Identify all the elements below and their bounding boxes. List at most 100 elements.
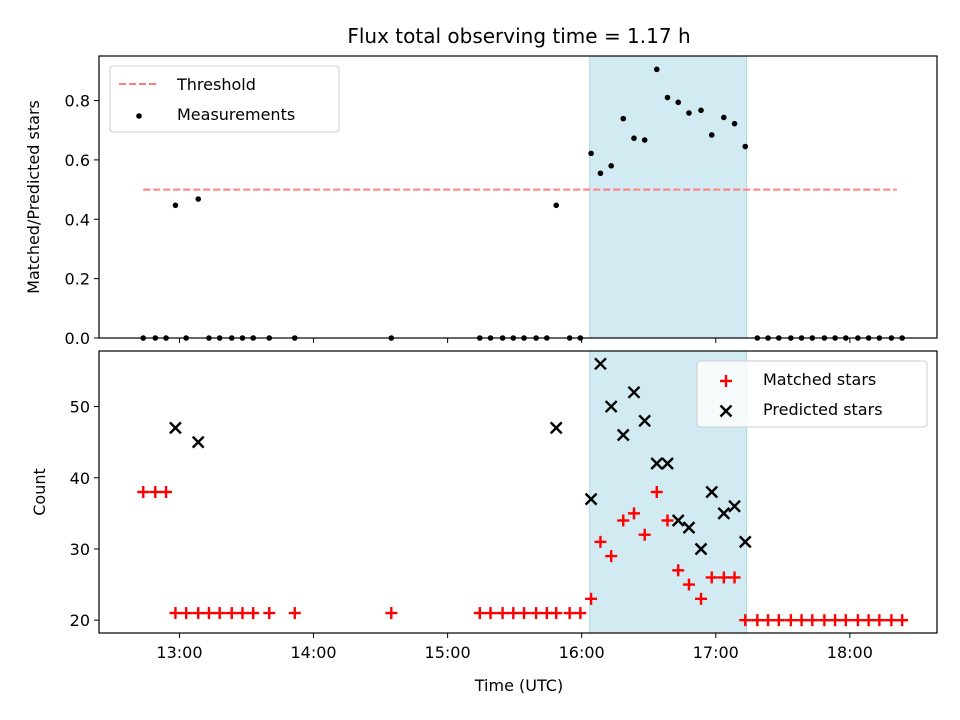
- measurement-point: [553, 202, 560, 209]
- matched-star-point: [149, 486, 162, 498]
- predicted-star-point: [728, 499, 741, 513]
- bottom-marks-layer: [137, 357, 909, 627]
- measurement-point: [708, 132, 715, 138]
- matched-star-point: [762, 614, 775, 627]
- predicted-star-point: [584, 492, 598, 506]
- measurement-point: [675, 99, 682, 106]
- matched-star-point: [180, 607, 193, 620]
- predicted-star-point: [717, 507, 731, 520]
- top-y-tick-label: 0.8: [65, 92, 90, 111]
- measurement-point: [620, 115, 627, 122]
- matched-star-point: [484, 607, 497, 620]
- bottom-y-tick-label: 20: [70, 611, 90, 630]
- legend-predicted-swatch: [719, 404, 733, 418]
- predicted-star-point: [638, 414, 652, 428]
- measurement-point: [731, 120, 738, 127]
- matched-star-point: [829, 614, 842, 627]
- measurement-point: [608, 163, 614, 169]
- matched-star-point: [192, 607, 205, 620]
- matched-star-point: [672, 564, 685, 577]
- matched-star-point: [385, 607, 398, 620]
- bottom-y-tick-label: 40: [70, 469, 90, 488]
- measurement-point: [653, 66, 660, 73]
- matched-star-point: [563, 607, 576, 620]
- bottom-legend: Matched stars Predicted stars: [696, 360, 928, 428]
- matched-star-point: [550, 607, 563, 620]
- predicted-star-point: [671, 514, 685, 527]
- bottom-x-tick-label: 14:00: [290, 643, 336, 662]
- top-y-tick-label: 0.0: [65, 329, 90, 348]
- bottom-x-ticks: 13:00 14:00 15:00 16:00 17:00 18:00: [156, 633, 873, 662]
- matched-star-point: [263, 607, 276, 620]
- measurement-point: [195, 196, 202, 202]
- measurement-point: [588, 150, 594, 157]
- matched-star-point: [896, 614, 909, 627]
- matched-star-point: [695, 592, 708, 605]
- measurement-point: [698, 107, 704, 114]
- measurement-point: [172, 202, 179, 209]
- top-y-tick-label: 0.4: [65, 210, 90, 229]
- predicted-star-point: [694, 542, 708, 556]
- predicted-star-point: [594, 357, 607, 371]
- matched-star-point: [862, 614, 875, 627]
- matched-star-point: [839, 614, 852, 627]
- predicted-star-point: [661, 457, 674, 470]
- matched-star-point: [873, 614, 886, 627]
- matched-star-point: [213, 607, 226, 620]
- bottom-x-tick-label: 18:00: [827, 643, 873, 662]
- matched-star-point: [650, 486, 663, 498]
- legend-predicted-label: Predicted stars: [763, 400, 883, 419]
- top-x-ticks: [178, 338, 851, 343]
- matched-star-point: [751, 614, 764, 627]
- predicted-star-point: [604, 400, 618, 413]
- matched-star-point: [473, 607, 486, 620]
- matched-star-point: [682, 578, 695, 591]
- predicted-star-point: [169, 421, 182, 435]
- top-legend-box: [109, 65, 340, 133]
- matched-star-point: [594, 535, 607, 548]
- legend-matched-label: Matched stars: [763, 370, 876, 389]
- measurement-point: [686, 110, 692, 116]
- top-y-ticks: 0.0 0.2 0.4 0.6 0.8: [65, 92, 99, 348]
- top-y-tick-label: 0.6: [65, 151, 90, 170]
- matched-star-point: [160, 486, 173, 498]
- bottom-y-tick-label: 30: [70, 540, 90, 559]
- matched-star-point: [585, 592, 598, 605]
- measurement-point: [664, 94, 671, 101]
- legend-measurements-swatch: [136, 113, 142, 119]
- matched-star-point: [638, 528, 651, 541]
- matched-star-point: [772, 614, 785, 627]
- matched-star-point: [169, 607, 182, 620]
- chart-title: Flux total observing time = 1.17 h: [347, 24, 690, 48]
- predicted-star-point: [650, 457, 664, 470]
- matched-star-point: [818, 614, 831, 627]
- x-axis-label: Time (UTC): [474, 676, 563, 695]
- predicted-star-point: [616, 428, 630, 442]
- bottom-x-tick-label: 13:00: [156, 643, 202, 662]
- predicted-star-point: [705, 485, 719, 499]
- top-axes-frame: [98, 55, 938, 339]
- bottom-y-axis-label: Count: [30, 468, 49, 516]
- measurement-point: [742, 143, 749, 150]
- matched-star-point: [518, 607, 531, 620]
- matched-star-point: [705, 571, 718, 584]
- legend-measurements-label: Measurements: [177, 105, 295, 124]
- predicted-star-point: [191, 435, 205, 449]
- measurement-point: [597, 170, 604, 177]
- bottom-x-tick-label: 15:00: [425, 643, 471, 662]
- matched-star-point: [851, 614, 864, 627]
- measurement-point: [641, 137, 648, 143]
- matched-star-point: [795, 614, 808, 627]
- measurement-point: [721, 114, 727, 121]
- matched-star-point: [288, 607, 301, 620]
- matched-star-point: [885, 614, 898, 627]
- matched-star-point: [784, 614, 797, 627]
- bottom-axes-frame: [98, 350, 938, 634]
- top-highlight-band: [589, 55, 748, 339]
- matched-star-point: [728, 571, 741, 584]
- bottom-legend-box: [696, 360, 928, 428]
- matched-star-point: [236, 607, 249, 620]
- matched-star-point: [717, 571, 730, 584]
